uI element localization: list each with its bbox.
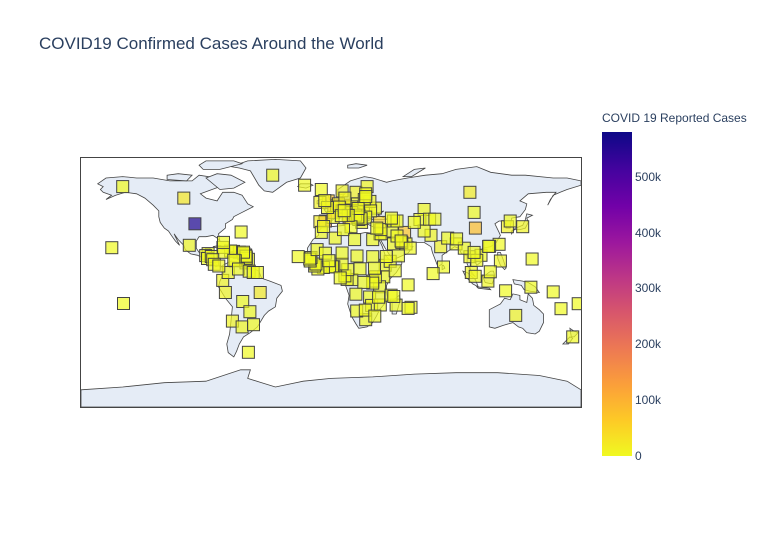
case-marker[interactable] [337,223,350,237]
colorbar-title: COVID 19 Reported Cases [602,111,747,125]
case-marker[interactable] [236,295,250,308]
colorbar-tick-label: 0 [635,449,642,463]
case-marker[interactable] [566,330,580,344]
case-marker[interactable] [337,204,351,218]
case-marker[interactable] [212,259,226,273]
case-marker[interactable] [372,290,386,304]
colorbar-tick-label: 100k [635,393,662,408]
landmass-antarctica [81,369,581,407]
case-marker[interactable] [298,178,312,192]
case-marker[interactable] [218,286,232,299]
case-marker[interactable] [368,309,382,323]
case-marker[interactable] [524,280,538,294]
case-marker[interactable] [188,217,202,231]
case-marker[interactable] [467,245,481,259]
case-marker[interactable] [241,345,255,359]
case-marker[interactable] [467,205,481,219]
case-marker[interactable] [546,285,560,299]
case-marker[interactable] [348,233,362,247]
case-marker[interactable] [482,239,496,253]
landmass-ellesmere [198,160,244,170]
case-marker[interactable] [407,215,421,229]
case-marker[interactable] [177,191,191,205]
case-marker[interactable] [116,180,130,194]
case-marker[interactable] [401,301,415,315]
case-marker[interactable] [333,271,347,285]
case-marker[interactable] [250,266,264,279]
case-marker[interactable] [384,211,398,225]
case-marker[interactable] [554,302,568,316]
case-marker[interactable] [234,225,248,239]
map-canvas[interactable] [81,158,581,407]
case-marker[interactable] [318,194,332,208]
case-marker[interactable] [117,297,130,310]
case-marker[interactable] [403,241,417,255]
case-marker[interactable] [499,284,513,298]
marker-layer [105,168,581,359]
case-marker[interactable] [516,220,530,234]
case-marker[interactable] [351,202,365,215]
case-marker[interactable] [525,252,539,266]
case-marker[interactable] [509,308,523,322]
landmass-novaya-zemlya [401,167,426,178]
case-marker[interactable] [314,183,328,196]
case-marker[interactable] [428,212,442,226]
case-marker[interactable] [335,246,349,260]
case-marker[interactable] [217,235,230,249]
case-marker[interactable] [388,264,402,278]
case-marker[interactable] [437,260,450,274]
case-marker[interactable] [235,320,249,334]
case-marker[interactable] [503,214,517,228]
case-marker[interactable] [463,185,477,199]
case-marker[interactable] [468,221,482,235]
case-marker[interactable] [349,287,363,301]
colorbar [602,132,632,456]
case-marker[interactable] [571,297,581,311]
case-marker[interactable] [450,232,464,246]
case-marker[interactable] [253,286,267,299]
case-marker[interactable] [317,220,331,233]
case-marker[interactable] [401,278,415,292]
case-marker[interactable] [105,241,119,255]
world-map[interactable] [80,157,582,408]
landmass-baffin [205,173,246,190]
case-marker[interactable] [357,275,371,289]
case-marker[interactable] [391,249,405,263]
case-marker[interactable] [426,267,440,281]
case-marker[interactable] [243,305,257,319]
case-marker[interactable] [359,190,373,204]
case-marker[interactable] [366,250,380,264]
case-marker[interactable] [387,290,401,303]
case-marker[interactable] [353,262,367,276]
case-marker[interactable] [368,261,381,275]
landmass-svalbard [347,163,368,169]
case-marker[interactable] [483,265,497,279]
case-marker[interactable] [291,250,305,264]
colorbar-tick-label: 500k [635,169,662,184]
colorbar-tick-label: 200k [635,337,662,352]
colorbar-tick-label: 300k [635,281,662,296]
landmass-victoria-island [166,173,193,182]
case-marker[interactable] [182,238,196,252]
landmass-java [475,286,492,291]
case-marker[interactable] [266,168,280,182]
case-marker[interactable] [379,250,393,263]
case-marker[interactable] [322,254,336,268]
case-marker[interactable] [370,221,384,235]
colorbar-tick-label: 400k [635,225,662,240]
chart-title: COVID19 Confirmed Cases Around the World [39,34,384,53]
case-marker[interactable] [468,269,482,283]
case-marker[interactable] [493,254,507,268]
case-marker[interactable] [350,249,364,263]
case-marker[interactable] [247,318,260,332]
